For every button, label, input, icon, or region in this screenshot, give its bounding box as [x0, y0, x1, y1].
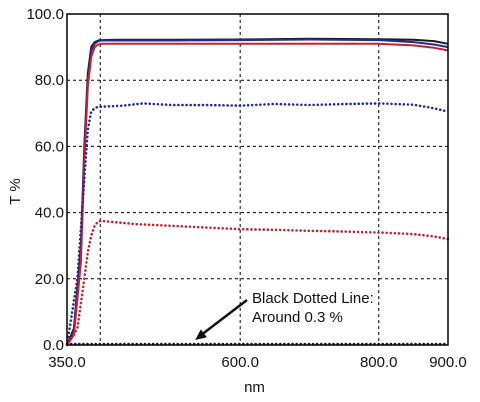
x-tick-label: 350.0 — [48, 354, 86, 371]
tick-labels: 0.0 20.0 40.0 60.0 80.0 100.0 350.0 600.0 800.0 9… — [26, 6, 466, 371]
x-tick-label: 900.0 — [429, 354, 467, 371]
y-tick-label: 60.0 — [35, 138, 64, 155]
series-line-5-dotted — [65, 219, 450, 347]
y-tick-label: 80.0 — [35, 72, 64, 89]
y-tick-label: 20.0 — [35, 271, 64, 288]
annotation-arrow-head — [195, 329, 207, 341]
x-axis-label: nm — [244, 379, 265, 396]
y-axis-label: T % — [7, 178, 24, 204]
plot-frame — [66, 13, 449, 346]
annotation-text: Black Dotted Line: — [252, 290, 374, 307]
annotation-arrow-shaft — [200, 299, 248, 337]
series-line-4-dotted — [65, 102, 450, 347]
grid — [67, 14, 448, 345]
annotation-text: Around 0.3 % — [252, 309, 343, 326]
y-tick-label: 0.0 — [43, 337, 64, 354]
series-line-3 — [66, 42, 449, 346]
x-tick-label: 600.0 — [221, 354, 259, 371]
annotation: Black Dotted Line: Around 0.3 % — [195, 290, 374, 341]
series-group — [65, 37, 450, 347]
y-tick-label: 40.0 — [35, 205, 64, 222]
x-tick-label: 800.0 — [360, 354, 398, 371]
y-tick-label: 100.0 — [26, 6, 64, 23]
